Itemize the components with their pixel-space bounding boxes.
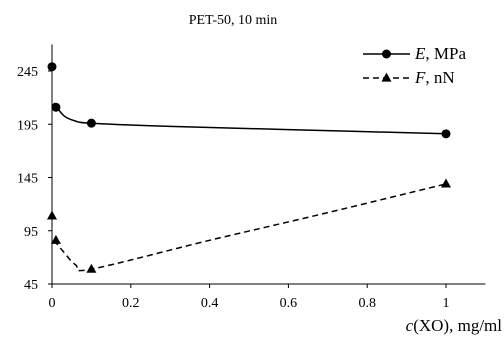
x-tick-label: 0.2: [122, 296, 140, 311]
x-tick-label: 0.6: [280, 296, 298, 311]
legend: E, MPa F, nN: [363, 44, 466, 87]
data-point-series-1: [441, 129, 451, 139]
data-point-series-1: [86, 118, 96, 128]
series-line-2: [53, 183, 447, 272]
x-tick-label: 0: [49, 296, 56, 311]
y-tick-label: 195: [17, 118, 38, 133]
x-axis-label: c(XO), mg/ml: [406, 316, 503, 335]
x-tick-label: 0.8: [358, 296, 376, 311]
x-tick-label: 1: [443, 296, 450, 311]
plot-area: 45 95 145 195 245 0 0.2 0.4 0.6 0.8 1: [17, 44, 486, 311]
x-tick-label: 0.4: [201, 296, 219, 311]
y-tick-label: 145: [17, 172, 38, 187]
y-tick-label: 95: [24, 225, 38, 240]
y-tick-label: 245: [17, 65, 38, 80]
data-point-series-2: [47, 210, 57, 220]
legend-label-2: F, nN: [414, 68, 455, 87]
y-tick-label: 45: [24, 278, 38, 293]
legend-label-1: E, MPa: [414, 44, 466, 63]
data-point-series-2: [441, 178, 451, 188]
chart-title: PET-50, 10 min: [189, 13, 278, 28]
data-point-series-1: [51, 102, 61, 112]
data-point-series-2: [50, 234, 61, 244]
data-point-series-2: [86, 263, 97, 273]
legend-marker-2: [381, 72, 392, 82]
legend-marker-1: [382, 49, 391, 59]
series-line-1: [53, 102, 447, 135]
data-point-series-1: [47, 62, 57, 72]
